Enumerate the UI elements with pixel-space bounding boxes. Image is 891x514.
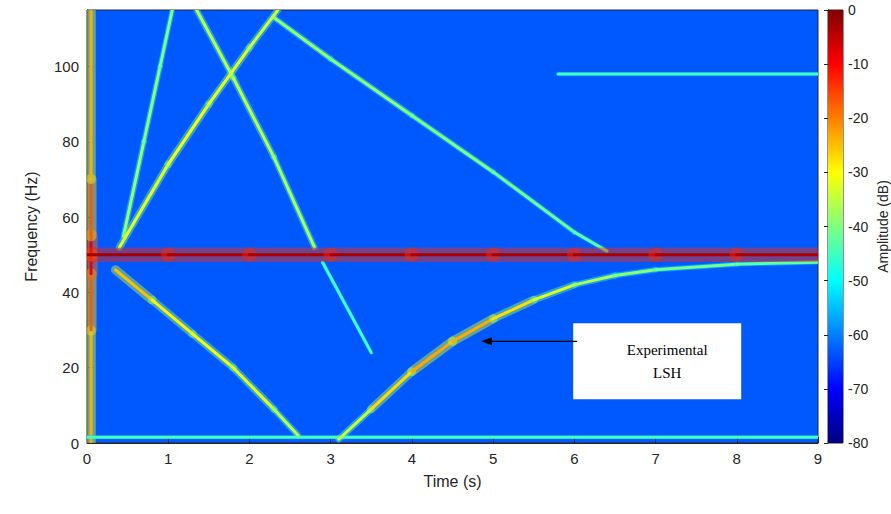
- svg-text:-10: -10: [848, 56, 868, 72]
- svg-text:-50: -50: [848, 273, 868, 289]
- svg-text:Frequency (Hz): Frequency (Hz): [23, 171, 40, 281]
- svg-text:Experimental: Experimental: [627, 342, 708, 358]
- svg-text:40: 40: [62, 284, 79, 301]
- svg-text:0: 0: [83, 450, 91, 467]
- svg-text:-60: -60: [848, 327, 868, 343]
- svg-text:-80: -80: [848, 435, 868, 451]
- svg-text:9: 9: [814, 450, 822, 467]
- svg-text:20: 20: [62, 359, 79, 376]
- svg-text:-40: -40: [848, 219, 868, 235]
- svg-text:-20: -20: [848, 110, 868, 126]
- svg-text:60: 60: [62, 209, 79, 226]
- svg-text:Amplitude (dB): Amplitude (dB): [875, 180, 891, 273]
- svg-text:2: 2: [245, 450, 253, 467]
- svg-text:5: 5: [489, 450, 497, 467]
- svg-text:1: 1: [164, 450, 172, 467]
- svg-text:8: 8: [733, 450, 741, 467]
- svg-text:LSH: LSH: [653, 365, 682, 381]
- svg-text:80: 80: [62, 133, 79, 150]
- svg-text:0: 0: [71, 435, 79, 452]
- svg-text:6: 6: [570, 450, 578, 467]
- svg-text:Time (s): Time (s): [423, 473, 481, 490]
- svg-text:3: 3: [326, 450, 334, 467]
- svg-text:100: 100: [54, 58, 79, 75]
- svg-text:-70: -70: [848, 381, 868, 397]
- svg-text:4: 4: [408, 450, 416, 467]
- svg-text:7: 7: [651, 450, 659, 467]
- svg-text:-30: -30: [848, 164, 868, 180]
- svg-text:0: 0: [848, 2, 856, 18]
